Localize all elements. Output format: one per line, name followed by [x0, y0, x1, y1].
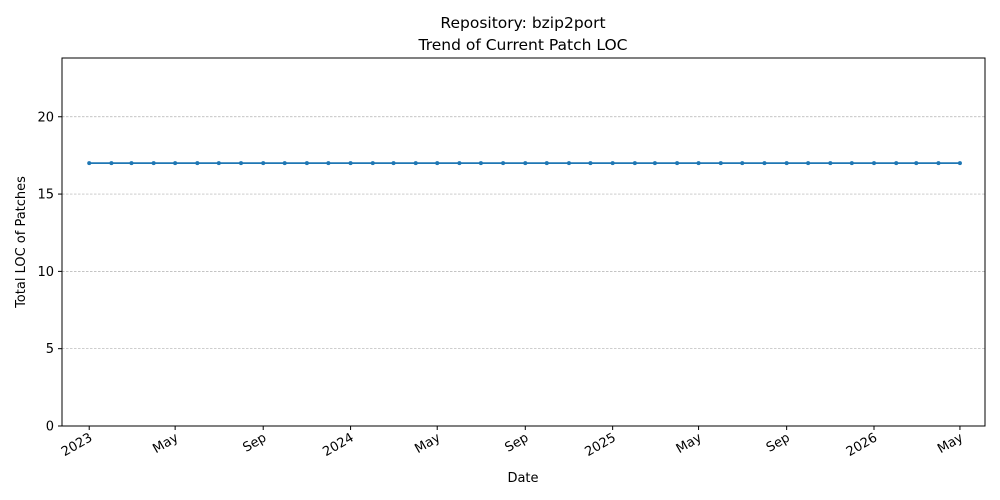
data-point [610, 161, 615, 166]
gridlines [62, 116, 985, 350]
x-tick-label: 2024 [320, 430, 356, 460]
y-tick-label: 0 [46, 420, 54, 435]
data-point [588, 161, 593, 166]
data-point [261, 161, 266, 166]
data-point [457, 161, 462, 166]
data-point [195, 161, 200, 166]
data-point [326, 161, 331, 166]
data-point [216, 161, 221, 166]
data-point [282, 161, 287, 166]
x-tick-label: May [412, 430, 443, 457]
y-axis: 0 5 10 15 20 [37, 110, 62, 435]
x-tick-label: May [935, 430, 966, 457]
chart-title: Repository: bzip2port [440, 14, 605, 32]
data-point [478, 161, 483, 166]
data-point [675, 161, 680, 166]
x-tick-label: Sep [240, 430, 269, 455]
data-point [109, 161, 114, 166]
data-point [652, 161, 657, 166]
data-point [544, 161, 549, 166]
x-tick-label: May [150, 430, 181, 457]
data-point [391, 161, 396, 166]
x-tick-label: 2025 [582, 430, 618, 460]
data-point [501, 161, 506, 166]
x-tick-label: Sep [764, 430, 793, 455]
data-point [849, 161, 854, 166]
y-tick-label: 15 [37, 188, 54, 203]
data-point [936, 161, 941, 166]
data-point [523, 161, 528, 166]
x-tick-label: 2026 [844, 430, 880, 460]
x-tick-label: Sep [503, 430, 532, 455]
data-point [632, 161, 637, 166]
data-point [413, 161, 418, 166]
series-layer [87, 161, 962, 166]
x-axis: 2023 May Sep 2024 May Sep 2025 May Sep 2026 May [59, 426, 966, 460]
data-point [239, 161, 244, 166]
data-point [718, 161, 723, 166]
data-point [173, 161, 178, 166]
data-point [566, 161, 571, 166]
data-point [914, 161, 919, 166]
y-axis-label: Total LOC of Patches [14, 176, 29, 309]
y-tick-label: 20 [37, 110, 54, 125]
data-point [348, 161, 353, 166]
chart-subtitle: Trend of Current Patch LOC [418, 36, 628, 54]
data-point [370, 161, 375, 166]
data-point [435, 161, 440, 166]
data-point [740, 161, 745, 166]
x-axis-label: Date [507, 471, 538, 486]
data-point [828, 161, 833, 166]
data-point [762, 161, 767, 166]
data-point [304, 161, 309, 166]
y-tick-label: 5 [46, 342, 54, 357]
plot-frame [61, 57, 986, 427]
data-point [696, 161, 701, 166]
x-tick-label: May [674, 430, 705, 457]
data-point [872, 161, 877, 166]
y-tick-label: 10 [37, 265, 54, 280]
x-tick-label: 2023 [59, 430, 95, 460]
data-point [957, 161, 962, 166]
data-point [894, 161, 899, 166]
data-point [784, 161, 789, 166]
data-point [129, 161, 134, 166]
data-point [806, 161, 811, 166]
data-point [151, 161, 156, 166]
data-point [87, 161, 92, 166]
